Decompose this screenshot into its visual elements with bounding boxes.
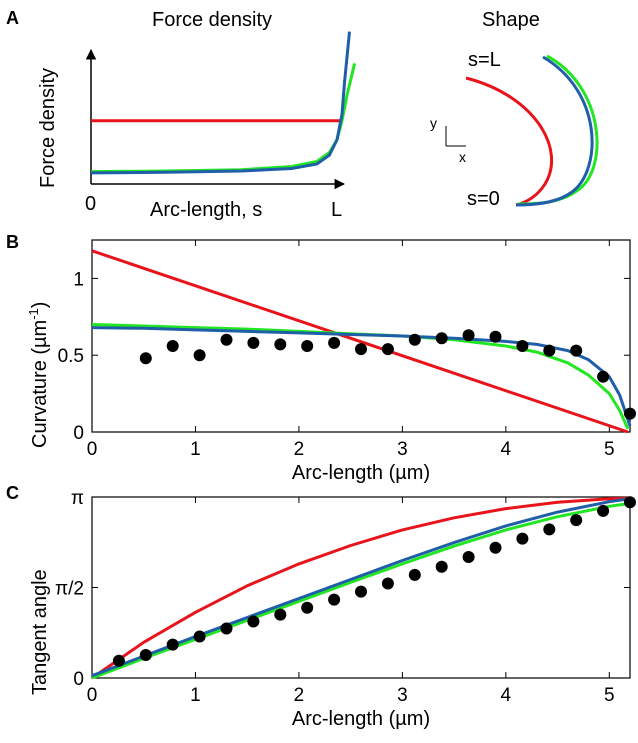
c-data-point <box>408 568 421 581</box>
c-data-point <box>328 593 341 606</box>
b-data-point <box>516 340 529 352</box>
c-xtick-label: 1 <box>190 685 201 706</box>
b-data-point <box>624 407 636 420</box>
b-data-point <box>543 344 556 357</box>
c-ytick-label: 0 <box>73 669 84 690</box>
b-xtick-label: 1 <box>190 439 201 460</box>
panel-b: B 0 1 2 3 4 5 0 0.5 1 Arc-length (µm) Curvature (µ… <box>6 232 636 484</box>
c-data-point <box>139 649 152 661</box>
c-data-point <box>381 577 394 590</box>
b-data-point <box>193 349 206 362</box>
c-ylabel: Tangent angle <box>29 569 51 695</box>
c-xtick-label: 3 <box>397 685 408 706</box>
curvature-chart: 0 1 2 3 4 5 0 0.5 1 Arc-length (µm) Curvature (µm-… <box>26 239 636 484</box>
b-data-point <box>570 344 583 357</box>
shape-curve-red <box>465 76 554 207</box>
b-data-point <box>462 329 475 342</box>
b-series-red <box>91 249 629 434</box>
force-xlabel: Arc-length, s <box>150 199 262 221</box>
c-data-point <box>355 585 367 598</box>
c-data-point <box>193 630 206 643</box>
b-ylabel-sup: -1 <box>26 308 41 320</box>
c-data-point <box>274 608 287 621</box>
axis-x-letter: x <box>459 149 466 165</box>
panel-letter-a: A <box>6 8 19 28</box>
c-data-point <box>220 622 233 635</box>
c-data-point <box>247 615 260 628</box>
b-xlabel: Arc-length (µm) <box>292 462 430 484</box>
b-ytick-label: 1 <box>73 269 84 290</box>
b-data-point <box>489 330 502 343</box>
b-data-point <box>355 343 367 356</box>
shape-curves <box>465 54 599 207</box>
force-curves <box>90 31 357 175</box>
c-data-point <box>435 560 448 573</box>
b-ylabel: Curvature (µm-1) <box>26 302 51 448</box>
c-xtick-label: 2 <box>294 685 305 706</box>
b-ytick-label: 0.5 <box>58 346 84 367</box>
c-ytick-label: π <box>71 488 84 509</box>
b-xtick-label: 2 <box>294 439 305 460</box>
b-plot-frame <box>91 239 631 433</box>
force-curve-green <box>90 63 357 174</box>
b-ytick-label: 0 <box>73 423 84 444</box>
axis-y-letter: y <box>430 115 437 131</box>
c-xtick-label: 4 <box>501 685 512 706</box>
c-xlabel: Arc-length (µm) <box>292 708 430 730</box>
b-data-point <box>408 333 421 346</box>
b-xtick-label: 5 <box>604 439 615 460</box>
b-data-point <box>597 370 610 383</box>
b-ylabel-close: ) <box>29 302 51 309</box>
panel-a: A Force density Force density 0 Arc-leng… <box>6 8 599 221</box>
s-start-label: s=0 <box>467 188 500 210</box>
c-data-point <box>462 551 475 563</box>
b-data-point <box>381 343 394 356</box>
shape-curve-green <box>517 54 599 206</box>
b-xtick-label: 0 <box>87 439 98 460</box>
b-data-point <box>166 340 179 352</box>
tangent-angle-chart: 0 1 2 3 4 5 0 π/2 π Arc-length (µm) Tangent angle <box>29 488 636 730</box>
c-data-point <box>112 654 125 667</box>
c-data-point <box>543 523 556 536</box>
force-curve-blue <box>90 31 351 175</box>
c-data-point <box>516 532 529 545</box>
panel-letter-b: B <box>6 232 19 252</box>
force-x-end-label: L <box>331 199 342 221</box>
b-ylabel-main: Curvature (µm <box>29 320 51 448</box>
c-series-red <box>91 496 631 680</box>
b-data-point <box>328 336 341 349</box>
shape-title: Shape <box>482 9 540 31</box>
c-data-point <box>301 601 314 614</box>
panel-c: C 0 1 2 3 4 5 0 π/2 π Arc-length (µm) Tangent angl… <box>6 483 636 730</box>
c-series-green <box>91 501 631 680</box>
c-ytick-label: π/2 <box>55 579 84 600</box>
b-xtick-label: 4 <box>501 439 512 460</box>
b-data-point <box>274 338 287 351</box>
force-density-title: Force density <box>152 9 272 31</box>
c-xtick-label: 0 <box>87 685 98 706</box>
c-data-point <box>597 504 610 517</box>
b-data-point <box>220 333 233 346</box>
b-xtick-label: 3 <box>397 439 408 460</box>
s-end-label: s=L <box>468 49 501 71</box>
c-xtick-label: 5 <box>604 685 615 706</box>
c-data-point <box>166 638 179 651</box>
c-series-blue <box>91 497 631 678</box>
force-x-start-label: 0 <box>85 193 96 215</box>
b-data-point <box>139 352 152 365</box>
xy-orientation-indicator: y x <box>430 115 466 165</box>
c-data-point <box>624 496 636 509</box>
b-data-point <box>435 332 448 345</box>
c-data-point <box>489 541 502 554</box>
force-density-ylabel: Force density <box>37 68 59 188</box>
panel-letter-c: C <box>6 483 19 503</box>
c-data-point <box>570 514 583 527</box>
b-data-point <box>301 340 314 352</box>
shape-curve-blue <box>515 55 594 207</box>
b-data-point <box>247 336 260 349</box>
